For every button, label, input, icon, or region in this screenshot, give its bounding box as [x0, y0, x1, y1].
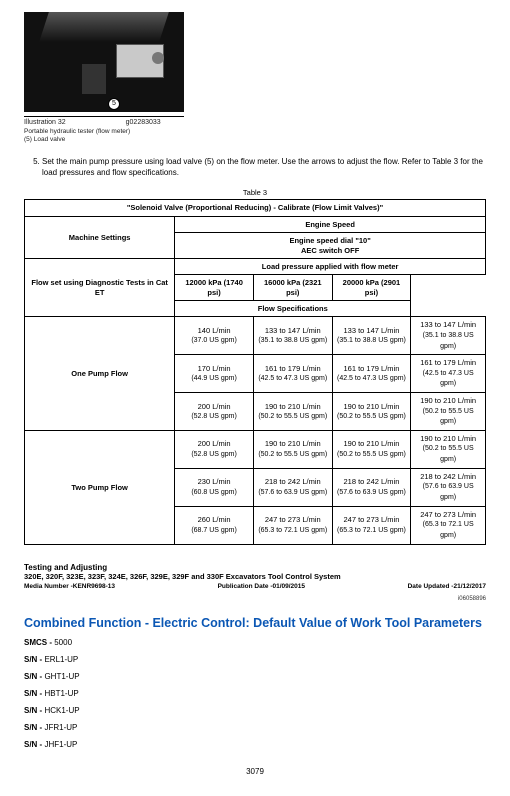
- sn-line: S/N - HBT1-UP: [24, 689, 486, 698]
- illustration-photo: 5: [24, 12, 486, 112]
- table-cell: 190 to 210 L/min(50.2 to 55.5 US gpm): [411, 431, 486, 469]
- engine-dial-text: Engine speed dial "10": [179, 236, 481, 245]
- flow-spec-hdr: Flow Specifications: [175, 301, 411, 317]
- table-cell: 260 L/min(68.7 US gpm): [175, 506, 254, 544]
- col-20000: 20000 kPa (2901 psi): [332, 275, 411, 301]
- engine-speed-hdr: Engine Speed: [175, 216, 486, 232]
- sn-line: S/N - GHT1-UP: [24, 672, 486, 681]
- table-cell: 218 to 242 L/min(57.6 to 63.9 US gpm): [332, 468, 411, 506]
- engine-dial-cell: Engine speed dial "10" AEC switch OFF: [175, 233, 486, 259]
- flow-set-hdr: Flow set using Diagnostic Tests in Cat E…: [25, 258, 175, 317]
- one-pump-hdr: One Pump Flow: [25, 317, 175, 431]
- col-12000: 12000 kPa (1740 psi): [175, 275, 254, 301]
- section-title-1: Testing and Adjusting: [24, 563, 486, 572]
- flow-meter-photo: 5: [24, 12, 184, 112]
- illustration-code: g02283033: [126, 119, 161, 126]
- table-cell: 190 to 210 L/min(50.2 to 55.5 US gpm): [411, 393, 486, 431]
- section-title-2: 320E, 320F, 323E, 323F, 324E, 326F, 329E…: [24, 572, 486, 581]
- section-meta: Media Number -KENR9698-13 Publication Da…: [24, 583, 486, 590]
- table-cell: 133 to 147 L/min(35.1 to 38.8 US gpm): [253, 317, 332, 355]
- sn-line: S/N - ERL1-UP: [24, 655, 486, 664]
- load-pressure-hdr: Load pressure applied with flow meter: [175, 258, 486, 274]
- media-number: Media Number -KENR9698-13: [24, 583, 115, 590]
- page-heading: Combined Function - Electric Control: De…: [24, 616, 486, 630]
- illustration-caption: Illustration 32 g02283033: [24, 119, 274, 126]
- table-cell: 190 to 210 L/min(50.2 to 55.5 US gpm): [253, 431, 332, 469]
- illustration-label: Illustration 32: [24, 119, 66, 126]
- table-title: "Solenoid Valve (Proportional Reducing) …: [25, 200, 486, 216]
- table-cell: 230 L/min(60.8 US gpm): [175, 468, 254, 506]
- caption-line-2: (5) Load valve: [24, 136, 486, 144]
- callout-5: 5: [108, 98, 120, 110]
- caption-line-1: Portable hydraulic tester (flow meter): [24, 128, 486, 136]
- illustration-subcaption: Portable hydraulic tester (flow meter) (…: [24, 128, 486, 145]
- sn-line: S/N - JFR1-UP: [24, 723, 486, 732]
- table-cell: 218 to 242 L/min(57.6 to 63.9 US gpm): [411, 468, 486, 506]
- table-label: Table 3: [24, 188, 486, 197]
- table-cell: 161 to 179 L/min(42.5 to 47.3 US gpm): [253, 355, 332, 393]
- two-pump-hdr: Two Pump Flow: [25, 431, 175, 545]
- table-cell: 133 to 147 L/min(35.1 to 38.8 US gpm): [411, 317, 486, 355]
- table-cell: 161 to 179 L/min(42.5 to 47.3 US gpm): [411, 355, 486, 393]
- doc-id: i06058896: [24, 596, 486, 602]
- smcs-label: SMCS -: [24, 638, 54, 647]
- page-number: 3079: [24, 767, 486, 776]
- smcs-line: SMCS - 5000: [24, 638, 486, 647]
- table-cell: 218 to 242 L/min(57.6 to 63.9 US gpm): [253, 468, 332, 506]
- table-cell: 190 to 210 L/min(50.2 to 55.5 US gpm): [332, 393, 411, 431]
- machine-settings-hdr: Machine Settings: [25, 216, 175, 258]
- sn-line: S/N - JHF1-UP: [24, 740, 486, 749]
- table-cell: 190 to 210 L/min(50.2 to 55.5 US gpm): [332, 431, 411, 469]
- table-cell: 140 L/min(37.0 US gpm): [175, 317, 254, 355]
- sn-line: S/N - HCK1-UP: [24, 706, 486, 715]
- smcs-value: 5000: [54, 638, 72, 647]
- instruction-step-5: Set the main pump pressure using load va…: [42, 157, 486, 179]
- table-cell: 170 L/min(44.9 US gpm): [175, 355, 254, 393]
- table-cell: 161 to 179 L/min(42.5 to 47.3 US gpm): [332, 355, 411, 393]
- table-cell: 200 L/min(52.8 US gpm): [175, 393, 254, 431]
- table-cell: 247 to 273 L/min(65.3 to 72.1 US gpm): [253, 506, 332, 544]
- col-16000: 16000 kPa (2321 psi): [253, 275, 332, 301]
- instruction-list: Set the main pump pressure using load va…: [24, 157, 486, 179]
- table-cell: 133 to 147 L/min(35.1 to 38.8 US gpm): [332, 317, 411, 355]
- date-updated: Date Updated -21/12/2017: [408, 583, 486, 590]
- table-cell: 247 to 273 L/min(65.3 to 72.1 US gpm): [411, 506, 486, 544]
- section-header: Testing and Adjusting 320E, 320F, 323E, …: [24, 563, 486, 590]
- aec-text: AEC switch OFF: [179, 246, 481, 255]
- publication-date: Publication Date -01/09/2015: [218, 583, 305, 590]
- table-cell: 200 L/min(52.8 US gpm): [175, 431, 254, 469]
- flow-spec-table: "Solenoid Valve (Proportional Reducing) …: [24, 199, 486, 544]
- divider: [24, 116, 184, 117]
- table-cell: 190 to 210 L/min(50.2 to 55.5 US gpm): [253, 393, 332, 431]
- table-cell: 247 to 273 L/min(65.3 to 72.1 US gpm): [332, 506, 411, 544]
